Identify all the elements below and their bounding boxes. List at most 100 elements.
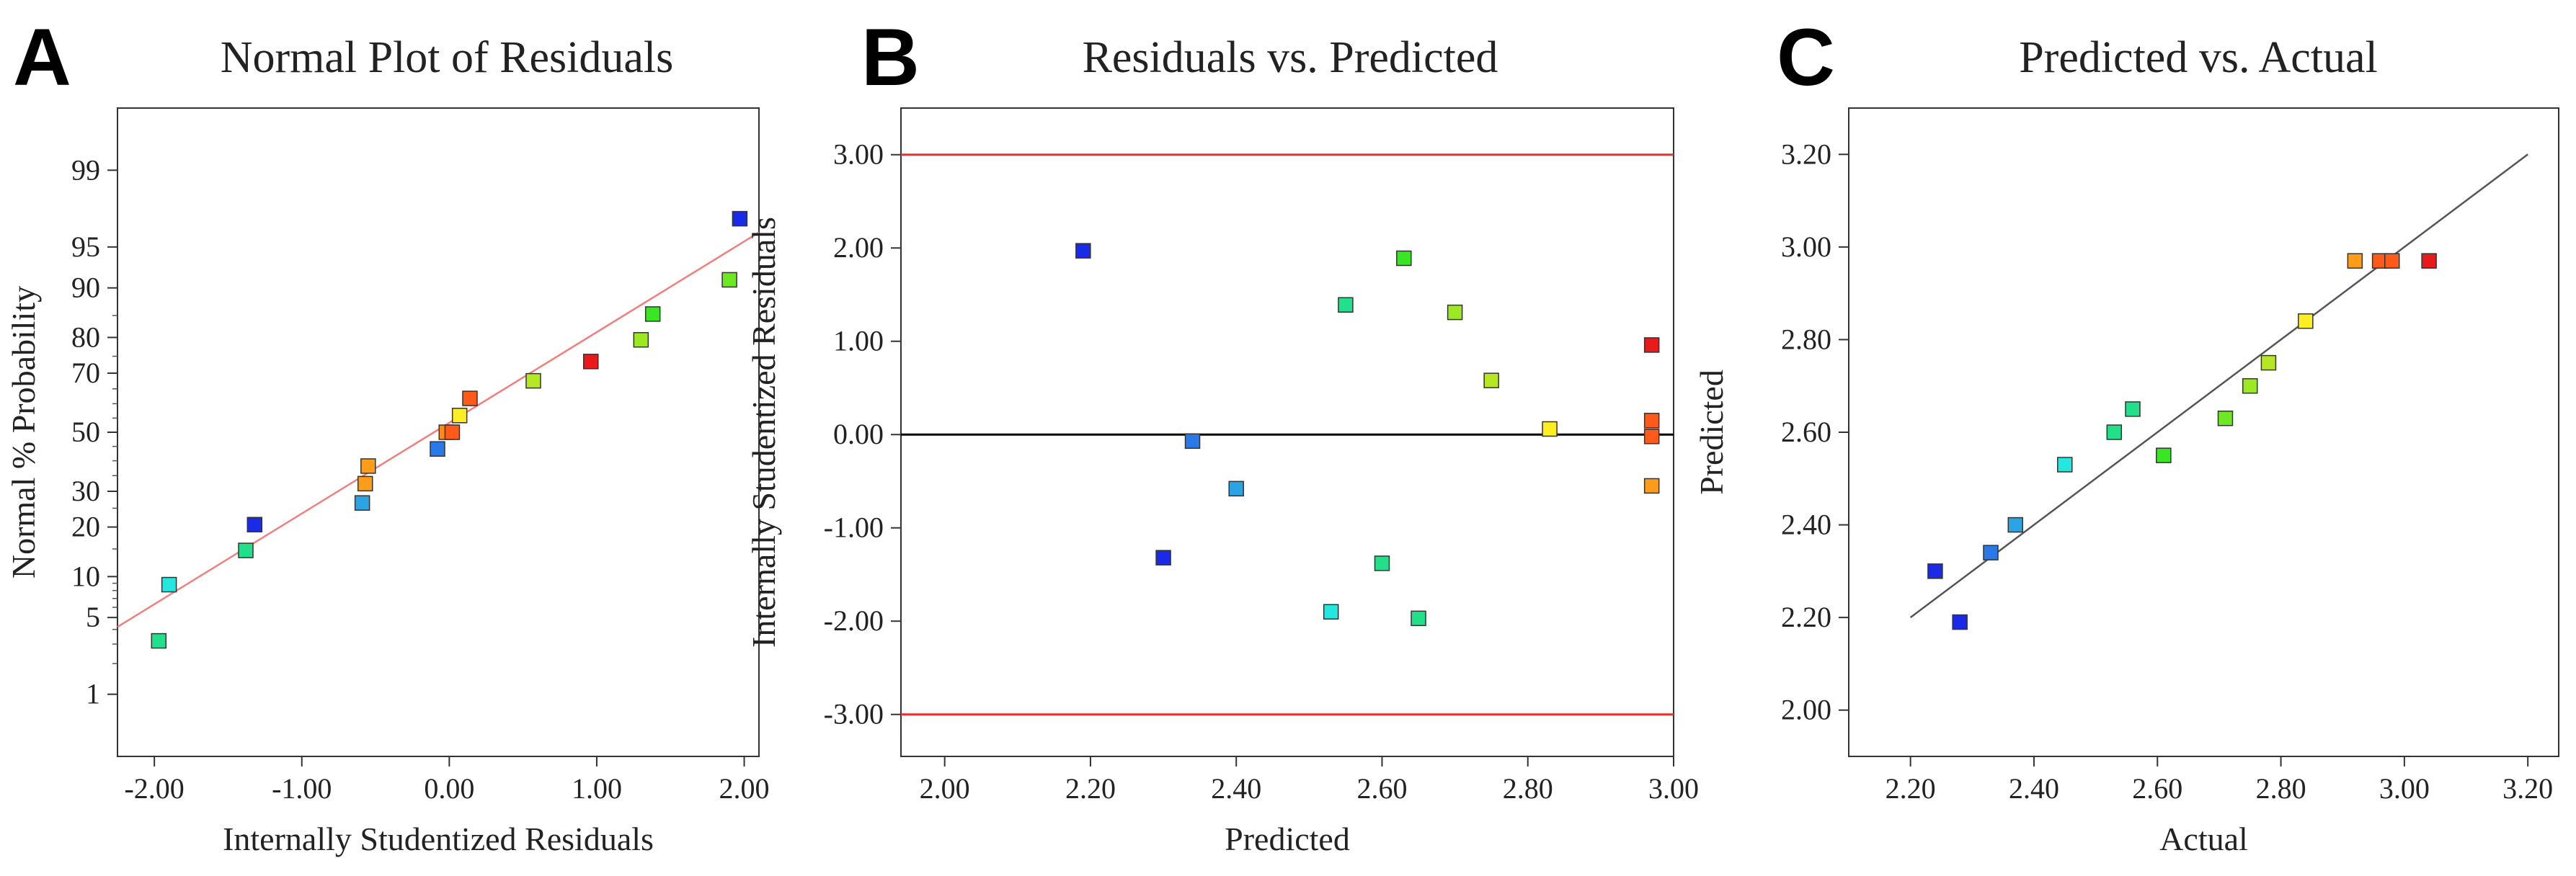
data-point [2384, 253, 2400, 269]
y-tick-label: -2.00 [824, 604, 884, 637]
y-tick-label: 2.40 [1781, 509, 1831, 541]
panel-letter: B [861, 12, 920, 102]
x-tick-label: 2.60 [2132, 772, 2182, 805]
data-point [1411, 610, 1426, 627]
data-point [462, 390, 478, 406]
panel-b: B Residuals vs. Predicted 2.00 2.20 2.40 2.60… [745, 12, 1699, 857]
x-tick-label: -1.00 [272, 772, 332, 805]
x-tick-label: -2.00 [124, 772, 184, 805]
data-point [451, 408, 468, 424]
panel-a: A Normal Plot of Residuals -2.00 -1.00 0.00 1… [5, 12, 770, 857]
x-tick-label: 2.80 [2256, 772, 2306, 805]
x-axis-label: Internally Studentized Residuals [223, 821, 654, 857]
x-tick-label: 2.40 [2009, 772, 2059, 805]
chart-title: Predicted vs. Actual [2019, 33, 2378, 82]
y-tick-label: 90 [71, 272, 100, 304]
data-point [1983, 545, 1999, 560]
x-tick-label: 1.00 [572, 772, 622, 805]
fit-line [1909, 153, 2528, 619]
x-tick-label: 2.00 [719, 772, 770, 805]
x-tick-label: 3.00 [2379, 772, 2430, 805]
x-tick-label: 3.00 [1648, 772, 1699, 805]
data-point [2421, 253, 2437, 269]
y-tick-label: 2.60 [1781, 416, 1831, 448]
y-axis-label: Predicted [1693, 370, 1730, 495]
x-tick-label: 2.20 [1886, 772, 1936, 805]
y-tick-label: 20 [71, 511, 100, 543]
data-point [1155, 550, 1171, 566]
y-axis-label: Normal % Probability [5, 286, 42, 578]
data-point [2217, 410, 2234, 426]
y-tick-label: 0.00 [833, 418, 884, 450]
data-point [354, 495, 370, 511]
x-axis-label: Actual [2159, 821, 2248, 857]
y-tick-label: 30 [71, 475, 100, 507]
y-tick-label: 10 [71, 560, 100, 592]
data-point [247, 517, 263, 533]
data-point [2125, 401, 2141, 417]
data-point [2156, 447, 2172, 463]
data-point [2260, 354, 2277, 371]
y-tick-label: 2.20 [1781, 601, 1831, 633]
y-tick-label: 95 [71, 231, 100, 263]
data-point [1643, 429, 1660, 444]
data-point [1323, 604, 1339, 620]
data-point [1643, 337, 1660, 353]
y-tick-label: 5 [86, 601, 100, 633]
data-point [1374, 555, 1390, 571]
plot-frame [900, 107, 1674, 757]
panel-letter: A [13, 12, 71, 102]
data-point [444, 424, 461, 440]
y-tick-label: 99 [71, 153, 100, 186]
data-point [1338, 297, 1354, 313]
data-point [2347, 253, 2363, 269]
data-point [1396, 250, 1412, 267]
data-point [360, 458, 376, 474]
data-point [1447, 304, 1463, 321]
data-point [2298, 313, 2314, 329]
data-point [1952, 614, 1968, 630]
x-tick-label: 3.20 [2502, 772, 2553, 805]
x-tick-label: 2.60 [1356, 772, 1407, 805]
data-point [357, 475, 373, 492]
fit-line [117, 231, 760, 628]
data-point [2242, 377, 2258, 394]
y-tick-label: 3.00 [833, 138, 884, 171]
y-tick-label: -3.00 [824, 698, 884, 730]
data-point [583, 354, 599, 370]
x-tick-label: 2.40 [1211, 772, 1261, 805]
data-point [1643, 478, 1660, 494]
data-point [1542, 421, 1558, 437]
y-tick-label: -1.00 [824, 511, 884, 544]
data-point [721, 272, 737, 288]
y-tick-label: 1 [86, 678, 100, 710]
x-tick-label: 2.00 [920, 772, 970, 805]
x-tick-label: 2.80 [1503, 772, 1553, 805]
x-axis-label: Predicted [1225, 821, 1350, 857]
data-point [151, 633, 167, 649]
data-point [525, 372, 541, 389]
data-point [430, 441, 445, 457]
data-point [2106, 424, 2123, 440]
data-point [1483, 372, 1499, 388]
y-axis-label: Internally Studentized Residuals [745, 217, 782, 648]
y-tick-label: 80 [71, 321, 100, 353]
panel-c: C Predicted vs. Actual 2.20 2.40 2.60 2.80 3.0… [1693, 12, 2559, 857]
y-tick-label: 70 [71, 357, 100, 389]
panel-letter: C [1777, 12, 1835, 102]
data-point [1228, 481, 1244, 497]
x-tick-label: 2.20 [1065, 772, 1116, 805]
data-point [161, 576, 177, 593]
y-tick-label: 3.20 [1781, 138, 1831, 170]
y-tick-label: 3.00 [1781, 231, 1831, 263]
y-tick-label: 50 [71, 416, 100, 448]
data-point [1643, 413, 1660, 429]
y-tick-label: 1.00 [833, 325, 884, 357]
data-point [1927, 563, 1943, 579]
data-point [732, 210, 748, 227]
y-tick-label: 2.80 [1781, 323, 1831, 355]
chart-title: Normal Plot of Residuals [221, 33, 674, 82]
data-point [1184, 433, 1201, 450]
